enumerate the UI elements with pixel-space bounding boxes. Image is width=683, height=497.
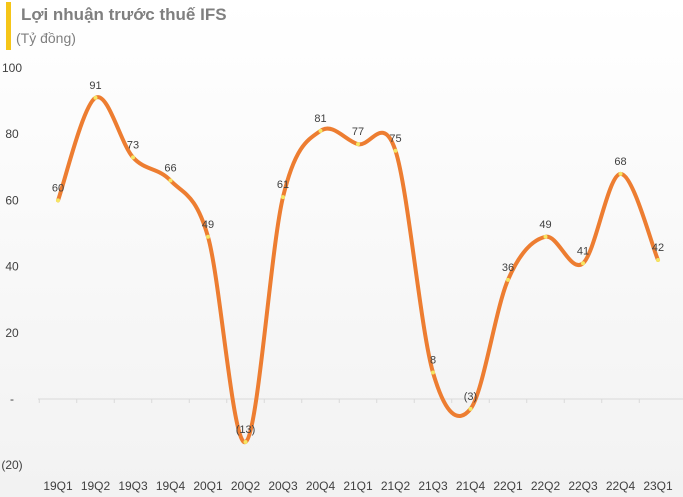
y-tick-label: 100 — [2, 61, 22, 75]
data-point — [281, 195, 285, 200]
data-label: 91 — [89, 80, 101, 92]
chart-subtitle: (Tỷ đồng) — [16, 30, 76, 46]
data-label: 60 — [52, 182, 64, 194]
x-tick-label: 21Q2 — [381, 479, 411, 493]
x-tick-label: 19Q3 — [118, 479, 148, 493]
data-point — [393, 148, 398, 153]
x-tick-label: 21Q3 — [418, 479, 448, 493]
data-label: (3) — [464, 391, 477, 403]
x-tick-label: 22Q2 — [531, 479, 561, 493]
data-point — [618, 171, 623, 176]
x-tick-label: 22Q3 — [568, 479, 598, 493]
data-point — [506, 277, 510, 282]
data-label: 8 — [430, 355, 436, 367]
data-label: 49 — [539, 219, 551, 231]
x-tick-label: 20Q2 — [231, 479, 261, 493]
data-point — [468, 406, 473, 411]
data-label: 61 — [277, 179, 289, 191]
y-tick-label: 20 — [5, 326, 19, 340]
x-tick-label: 21Q4 — [456, 479, 486, 493]
data-label: (13) — [236, 424, 256, 436]
x-tick-label: 19Q2 — [81, 479, 111, 493]
title-accent-bar — [6, 2, 11, 50]
data-label: 49 — [202, 219, 214, 231]
series-line — [56, 95, 660, 445]
data-point — [318, 128, 323, 133]
x-tick-label: 19Q4 — [156, 479, 186, 493]
x-tick-label: 20Q1 — [193, 479, 223, 493]
x-tick-label: 20Q4 — [306, 479, 336, 493]
x-tick-label: 23Q1 — [643, 479, 673, 493]
data-point — [206, 234, 210, 239]
data-point — [656, 257, 660, 262]
data-point — [581, 261, 585, 266]
y-tick-label: 80 — [5, 127, 19, 141]
chart-title: Lợi nhuận trước thuế IFS — [21, 5, 227, 24]
data-point — [431, 370, 435, 375]
data-point — [93, 95, 98, 100]
x-tick-label: 22Q1 — [493, 479, 523, 493]
data-label: 68 — [614, 156, 626, 168]
data-label: 66 — [164, 163, 176, 175]
y-tick-label: - — [10, 392, 14, 406]
y-tick-label: 60 — [5, 193, 19, 207]
y-tick-label: (20) — [1, 458, 22, 472]
data-point — [168, 178, 173, 183]
data-label: 36 — [502, 262, 514, 274]
data-label: 73 — [127, 139, 139, 151]
x-tick-label: 19Q1 — [43, 479, 73, 493]
data-point — [543, 234, 548, 239]
data-point — [356, 142, 360, 147]
y-tick-label: 40 — [5, 260, 19, 274]
data-label: 41 — [577, 245, 589, 257]
x-tick-label: 20Q3 — [268, 479, 298, 493]
data-label: 81 — [314, 113, 326, 125]
data-label: 42 — [652, 242, 664, 254]
x-tick-label: 22Q4 — [606, 479, 636, 493]
data-point — [243, 440, 248, 445]
x-tick-label: 21Q1 — [343, 479, 373, 493]
data-label: 77 — [352, 126, 364, 138]
data-label: 75 — [389, 133, 401, 145]
data-point — [131, 155, 135, 160]
data-point — [56, 198, 60, 203]
